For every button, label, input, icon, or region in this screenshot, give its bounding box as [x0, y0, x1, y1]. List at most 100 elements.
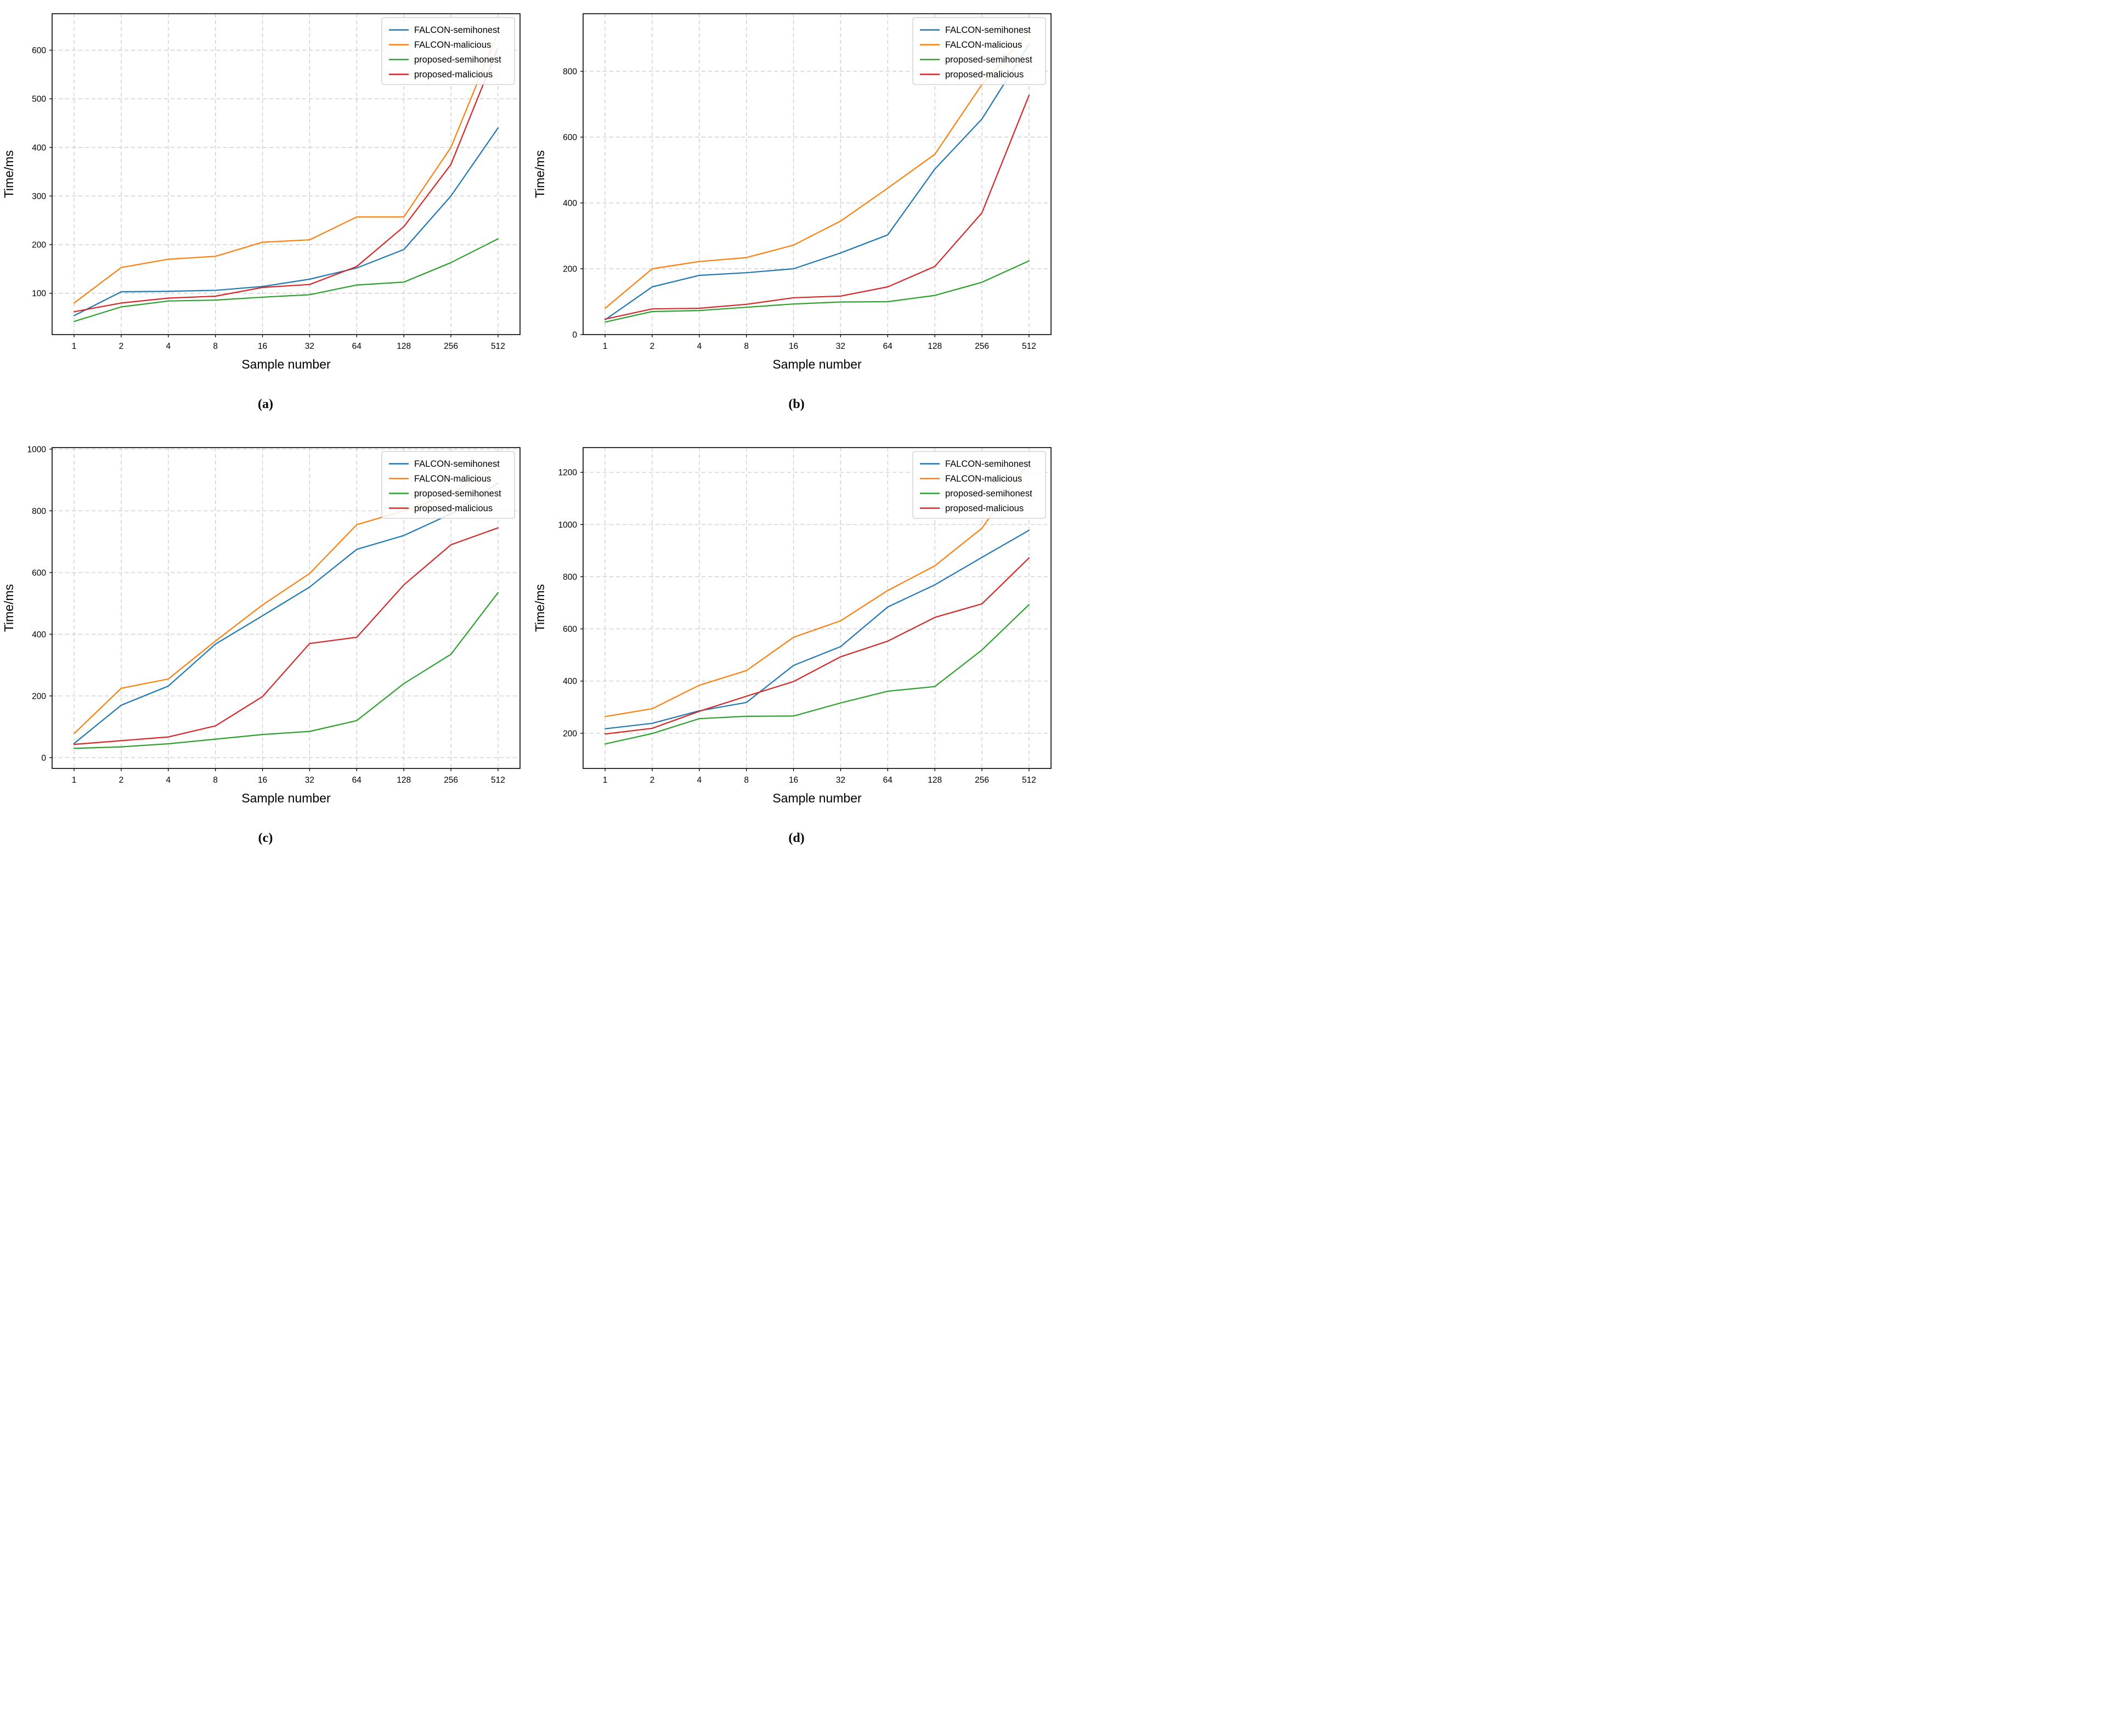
legend-box — [381, 451, 515, 519]
x-tick-label: 1 — [72, 342, 77, 351]
series-line-proposed-semihonest — [74, 592, 499, 749]
x-tick-label: 64 — [352, 342, 362, 351]
series-line-proposed-semihonest — [74, 238, 499, 323]
series-line-FALCON-semihonest — [74, 127, 499, 316]
series-line-proposed-semihonest — [605, 604, 1030, 745]
legend-box — [912, 451, 1046, 519]
x-tick-label: 256 — [975, 776, 989, 785]
y-tick-label: 500 — [32, 95, 46, 104]
x-tick-label: 64 — [883, 342, 893, 351]
legend-label: proposed-malicious — [945, 504, 1024, 513]
x-tick-label: 512 — [1022, 342, 1036, 351]
x-tick-label: 8 — [213, 776, 218, 785]
subplot-d-caption: (d) — [788, 831, 805, 845]
plot-box — [52, 13, 521, 335]
x-tick-label: 256 — [444, 776, 458, 785]
plot-box — [583, 447, 1052, 769]
grid — [52, 448, 520, 768]
subplot-b-caption: (b) — [788, 397, 805, 411]
x-tick-label: 512 — [491, 342, 505, 351]
series-line-proposed-semihonest — [605, 260, 1030, 323]
legend-item: FALCON-semihonest — [920, 459, 1031, 469]
legend-label: FALCON-semihonest — [414, 25, 500, 35]
x-tick-label: 128 — [397, 342, 411, 351]
y-axis-label: Time/ms — [533, 150, 547, 198]
y-tick-label: 400 — [32, 143, 46, 152]
legend-label: proposed-malicious — [414, 70, 493, 80]
legend-box — [381, 17, 515, 85]
legend-item: proposed-semihonest — [389, 55, 501, 65]
tick-marks — [580, 71, 1030, 337]
tick-marks — [580, 472, 1030, 771]
figure-page: 1 2 4 8 16 32 64 128 256 512 100 200 300 400 500 600 Sam… — [0, 0, 1062, 868]
tick-marks — [49, 49, 499, 337]
legend-label: proposed-semihonest — [945, 489, 1032, 499]
subplot-b: 1 2 4 8 16 32 64 128 256 512 0 200 400 600 800 Sample n… — [531, 0, 1062, 434]
x-axis-label: Sample number — [772, 357, 862, 371]
y-tick-label: 100 — [32, 289, 46, 298]
legend-label: FALCON-semihonest — [945, 25, 1031, 35]
x-tick-label: 1 — [72, 776, 77, 785]
series-line-proposed-malicious — [74, 527, 499, 745]
x-tick-label: 16 — [789, 776, 798, 785]
legend-label: proposed-semihonest — [414, 489, 501, 499]
series-lines — [605, 31, 1030, 323]
tick-labels: 1 2 4 8 16 32 64 128 256 512 200 400 600 800 1000 1200 — [558, 468, 1036, 785]
x-tick-label: 512 — [1022, 776, 1036, 785]
legend-item: FALCON-malicious — [389, 40, 491, 50]
y-tick-label: 800 — [32, 507, 46, 516]
legend: FALCON-semihonest FALCON-malicious propose… — [912, 17, 1046, 85]
x-tick-label: 8 — [213, 342, 218, 351]
y-tick-label: 0 — [41, 754, 46, 763]
chart-d-canvas: 1 2 4 8 16 32 64 128 256 512 200 400 600 800 1000 1200 S… — [533, 447, 1052, 805]
series-lines — [74, 464, 499, 749]
y-tick-label: 1200 — [558, 468, 578, 478]
x-tick-label: 4 — [697, 342, 702, 351]
x-tick-label: 256 — [975, 342, 989, 351]
y-tick-label: 600 — [32, 46, 46, 55]
legend-label: FALCON-malicious — [945, 40, 1022, 50]
x-tick-label: 64 — [352, 776, 362, 785]
tick-marks — [49, 449, 499, 771]
x-tick-label: 1 — [603, 776, 608, 785]
legend-item: proposed-malicious — [389, 70, 493, 80]
x-tick-label: 4 — [166, 776, 171, 785]
y-tick-label: 800 — [563, 573, 577, 582]
y-tick-label: 800 — [563, 67, 577, 77]
x-tick-label: 4 — [697, 776, 702, 785]
x-tick-label: 8 — [744, 776, 749, 785]
x-tick-label: 64 — [883, 776, 893, 785]
legend-item: proposed-malicious — [389, 504, 493, 513]
legend-item: FALCON-malicious — [389, 474, 491, 484]
legend-item: proposed-semihonest — [920, 489, 1032, 499]
x-tick-label: 32 — [836, 342, 845, 351]
chart-b-canvas: 1 2 4 8 16 32 64 128 256 512 0 200 400 600 800 Sample n… — [533, 13, 1052, 371]
legend-item: proposed-malicious — [920, 504, 1024, 513]
legend-label: proposed-malicious — [414, 504, 493, 513]
legend-label: proposed-semihonest — [414, 55, 501, 65]
legend-item: FALCON-semihonest — [920, 25, 1031, 35]
x-tick-label: 16 — [258, 776, 267, 785]
subplot-a: 1 2 4 8 16 32 64 128 256 512 100 200 300 400 500 600 Sam… — [0, 0, 531, 434]
legend-label: FALCON-semihonest — [945, 459, 1031, 469]
y-tick-label: 1000 — [558, 521, 578, 530]
legend-label: FALCON-malicious — [414, 474, 491, 484]
x-tick-label: 2 — [650, 776, 655, 785]
y-tick-label: 400 — [563, 199, 577, 208]
series-line-proposed-malicious — [605, 94, 1030, 320]
y-tick-label: 200 — [32, 241, 46, 250]
y-tick-label: 200 — [563, 265, 577, 274]
x-axis-label: Sample number — [241, 791, 331, 805]
subplot-c: 1 2 4 8 16 32 64 128 256 512 0 200 400 600 800 1000 Samp… — [0, 434, 531, 868]
legend-item: proposed-semihonest — [920, 55, 1032, 65]
y-tick-label: 600 — [563, 625, 577, 634]
y-tick-label: 400 — [563, 677, 577, 686]
x-tick-label: 128 — [928, 776, 942, 785]
series-lines — [74, 31, 499, 323]
tick-labels: 1 2 4 8 16 32 64 128 256 512 0 200 400 600 800 1000 — [27, 445, 505, 785]
series-line-FALCON-malicious — [605, 461, 1030, 717]
tick-labels: 1 2 4 8 16 32 64 128 256 512 100 200 300 400 500 600 — [32, 46, 505, 351]
y-axis-label: Time/ms — [533, 584, 547, 632]
tick-labels: 1 2 4 8 16 32 64 128 256 512 0 200 400 600 800 — [563, 67, 1036, 352]
legend: FALCON-semihonest FALCON-malicious propose… — [912, 451, 1046, 519]
